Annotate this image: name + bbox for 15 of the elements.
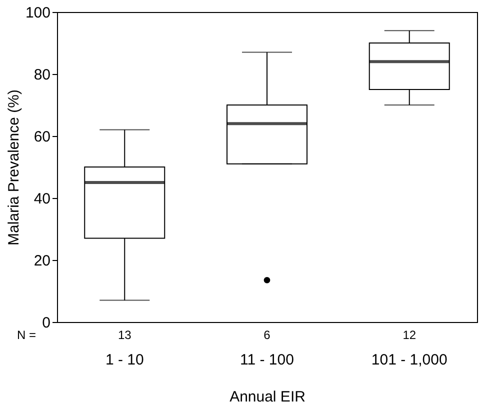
- x-tick-label: 1 - 10: [105, 352, 144, 368]
- y-tick-label: 100: [25, 4, 50, 22]
- y-tick-label: 0: [42, 314, 50, 332]
- text: N =: [17, 328, 36, 342]
- y-tick-label: 20: [34, 252, 50, 270]
- y-tick-label: 40: [34, 190, 50, 208]
- x-axis-title: Annual EIR: [230, 388, 306, 406]
- y-tick-label: 60: [34, 128, 50, 146]
- x-tick-label: 101 - 1,000: [371, 352, 448, 368]
- text: 12: [402, 328, 416, 342]
- text: 6: [264, 328, 271, 342]
- y-axis-title: Malaria Prevalence (%): [5, 90, 22, 246]
- x-tick-label: 11 - 100: [240, 352, 294, 368]
- text: 13: [118, 328, 132, 342]
- y-tick-label: 80: [34, 66, 50, 84]
